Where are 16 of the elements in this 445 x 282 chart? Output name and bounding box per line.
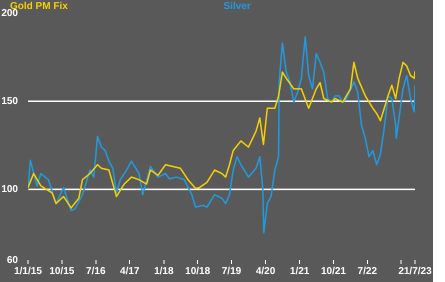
x-tick-label: 4/20 — [256, 266, 276, 277]
x-tick-label: 10/21 — [320, 266, 346, 277]
x-tick-label: 7/16 — [86, 266, 106, 277]
x-tick-label: 21/7/23 — [398, 266, 432, 277]
y-tick-label: 60 — [6, 254, 18, 266]
x-tick-label: 1/18 — [154, 266, 174, 277]
text: Silver — [224, 1, 251, 12]
x-tick-label: 4/17 — [120, 266, 140, 277]
x-tick-label: 1/21 — [290, 266, 310, 277]
y-tick-label: 150 — [1, 96, 18, 107]
x-tick-label: 10/15 — [49, 266, 75, 277]
x-tick-label: 7/19 — [222, 266, 242, 277]
y-tick-label: 100 — [1, 184, 18, 196]
x-tick-label: 10/18 — [185, 266, 211, 277]
x-tick-label: 7/22 — [358, 266, 378, 277]
x-tick-label: 1/1/15 — [14, 266, 42, 277]
